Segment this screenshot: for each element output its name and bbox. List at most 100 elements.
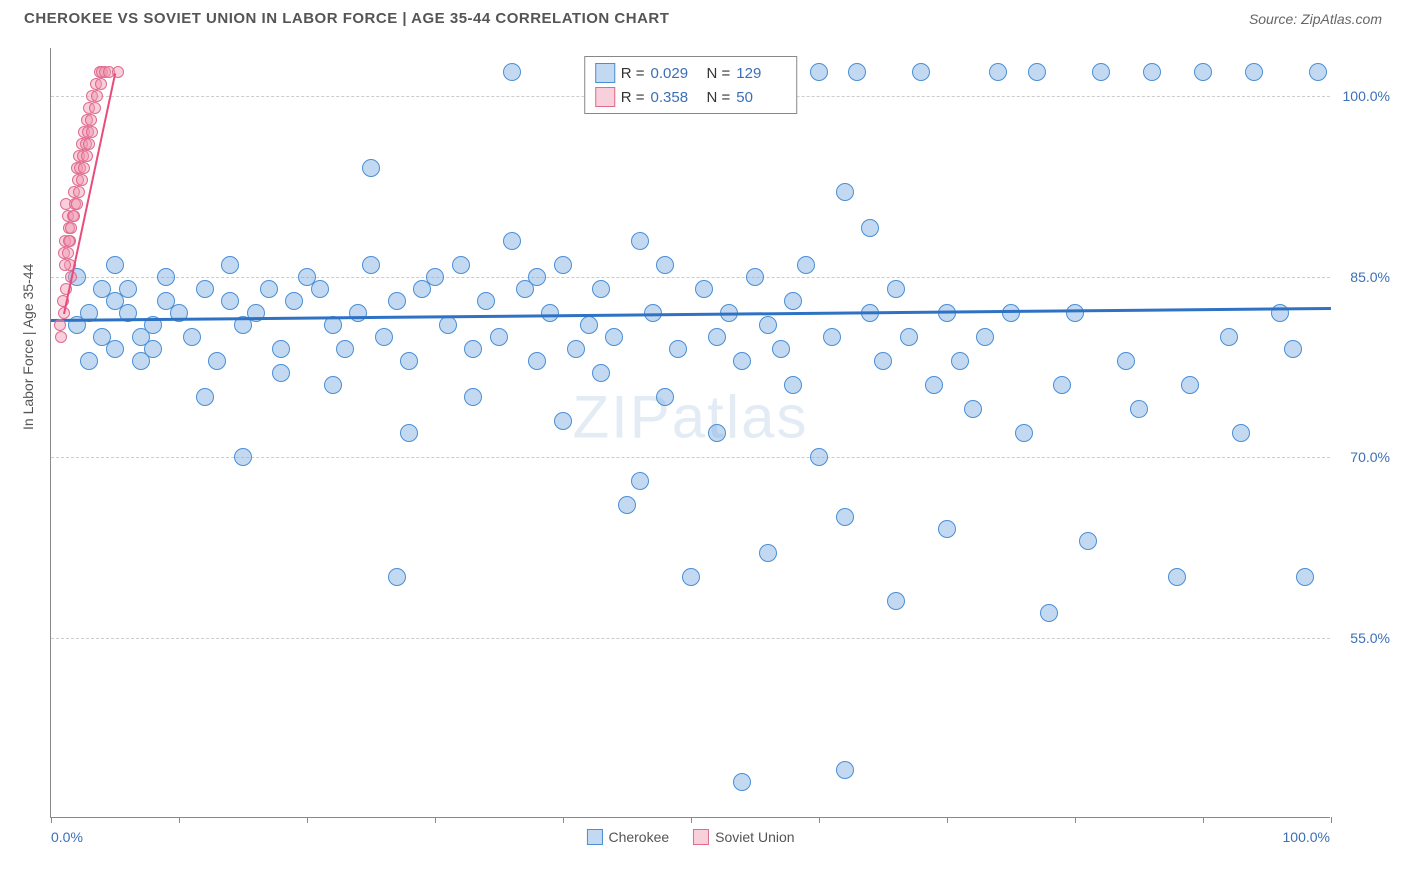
data-point	[221, 256, 239, 274]
r-label: R =	[621, 65, 645, 82]
data-point	[528, 352, 546, 370]
data-point	[1015, 424, 1033, 442]
data-point	[631, 232, 649, 250]
data-point	[733, 352, 751, 370]
data-point	[746, 268, 764, 286]
source-label: Source: ZipAtlas.com	[1249, 11, 1382, 27]
data-point	[71, 198, 83, 210]
legend-row: R = 0.029 N = 129	[595, 61, 787, 85]
data-point	[400, 424, 418, 442]
xtick	[435, 817, 436, 823]
data-point	[1296, 568, 1314, 586]
data-point	[234, 448, 252, 466]
data-point	[810, 448, 828, 466]
data-point	[183, 328, 201, 346]
data-point	[541, 304, 559, 322]
data-point	[618, 496, 636, 514]
data-point	[708, 424, 726, 442]
legend-item: Cherokee	[586, 829, 669, 845]
r-label: R =	[621, 89, 645, 106]
data-point	[95, 78, 107, 90]
data-point	[452, 256, 470, 274]
data-point	[964, 400, 982, 418]
data-point	[196, 388, 214, 406]
data-point	[1284, 340, 1302, 358]
xtick	[51, 817, 52, 823]
data-point	[477, 292, 495, 310]
watermark: ZIPatlas	[572, 383, 808, 452]
data-point	[1245, 63, 1263, 81]
r-value: 0.358	[651, 89, 701, 106]
data-point	[1117, 352, 1135, 370]
gridline	[51, 638, 1330, 639]
data-point	[1053, 376, 1071, 394]
data-point	[1040, 604, 1058, 622]
data-point	[887, 280, 905, 298]
data-point	[349, 304, 367, 322]
data-point	[85, 114, 97, 126]
xtick	[179, 817, 180, 823]
data-point	[823, 328, 841, 346]
data-point	[362, 256, 380, 274]
data-point	[89, 102, 101, 114]
xtick	[947, 817, 948, 823]
xtick	[1331, 817, 1332, 823]
data-point	[656, 388, 674, 406]
data-point	[912, 63, 930, 81]
xlabel-max: 100.0%	[1283, 829, 1330, 845]
data-point	[976, 328, 994, 346]
data-point	[362, 159, 380, 177]
xtick	[819, 817, 820, 823]
data-point	[86, 126, 98, 138]
r-value: 0.029	[651, 65, 701, 82]
data-point	[62, 247, 74, 259]
data-point	[925, 376, 943, 394]
data-point	[605, 328, 623, 346]
data-point	[73, 186, 85, 198]
data-point	[157, 268, 175, 286]
data-point	[1220, 328, 1238, 346]
data-point	[311, 280, 329, 298]
data-point	[1309, 63, 1327, 81]
legend-label: Soviet Union	[715, 829, 794, 845]
data-point	[708, 328, 726, 346]
data-point	[836, 508, 854, 526]
data-point	[592, 364, 610, 382]
data-point	[78, 162, 90, 174]
data-point	[682, 568, 700, 586]
ytick-label: 55.0%	[1350, 630, 1390, 646]
chart-title: CHEROKEE VS SOVIET UNION IN LABOR FORCE …	[24, 10, 669, 27]
data-point	[938, 520, 956, 538]
data-point	[1181, 376, 1199, 394]
data-point	[80, 352, 98, 370]
data-point	[580, 316, 598, 334]
data-point	[554, 412, 572, 430]
data-point	[106, 256, 124, 274]
data-point	[260, 280, 278, 298]
legend-swatch	[595, 63, 615, 83]
n-label: N =	[707, 65, 731, 82]
data-point	[375, 328, 393, 346]
data-point	[951, 352, 969, 370]
data-point	[669, 340, 687, 358]
data-point	[196, 280, 214, 298]
n-value: 129	[736, 65, 786, 82]
data-point	[1092, 63, 1110, 81]
data-point	[93, 280, 111, 298]
data-point	[208, 352, 226, 370]
data-point	[759, 316, 777, 334]
data-point	[503, 63, 521, 81]
xtick	[307, 817, 308, 823]
data-point	[106, 340, 124, 358]
data-point	[554, 256, 572, 274]
data-point	[336, 340, 354, 358]
data-point	[528, 268, 546, 286]
xtick	[691, 817, 692, 823]
data-point	[1028, 63, 1046, 81]
data-point	[1066, 304, 1084, 322]
data-point	[324, 376, 342, 394]
gridline	[51, 277, 1330, 278]
ytick-label: 70.0%	[1350, 449, 1390, 465]
data-point	[848, 63, 866, 81]
ytick-label: 85.0%	[1350, 269, 1390, 285]
